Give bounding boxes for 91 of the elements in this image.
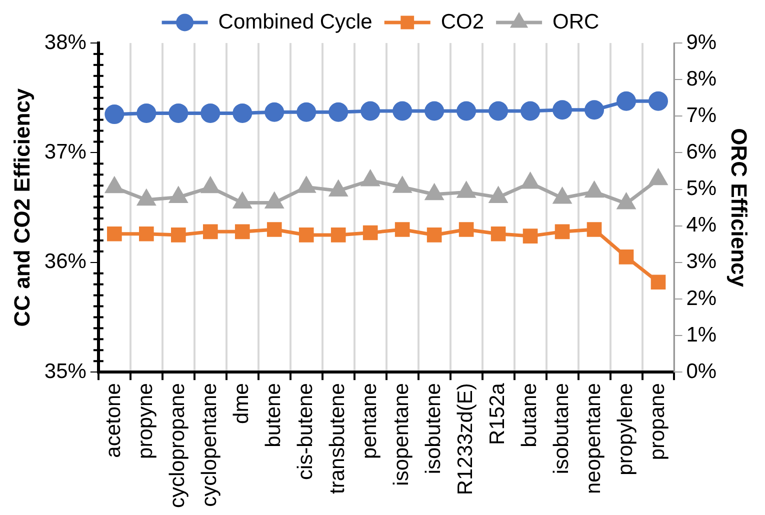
point bbox=[456, 101, 476, 121]
y2-tick-label: 7% bbox=[686, 104, 717, 127]
point bbox=[426, 184, 444, 200]
point bbox=[234, 224, 250, 240]
y-tick-label: 36% bbox=[44, 250, 86, 274]
point bbox=[360, 101, 380, 121]
y2-tick-label: 1% bbox=[686, 323, 717, 346]
x-tick-label: pentane bbox=[358, 383, 382, 460]
point bbox=[552, 100, 572, 120]
x-tick-label: isobutene bbox=[422, 383, 446, 474]
point bbox=[362, 170, 380, 186]
point bbox=[394, 177, 412, 193]
y2-tick-label: 4% bbox=[686, 214, 717, 237]
x-tick-label: neopentane bbox=[582, 383, 606, 494]
point bbox=[328, 102, 348, 122]
legend-label: ORC bbox=[552, 10, 600, 34]
point bbox=[232, 103, 252, 123]
point bbox=[362, 225, 378, 240]
point bbox=[330, 228, 346, 242]
x-tick-label: cis-butene bbox=[294, 383, 318, 480]
point bbox=[458, 222, 474, 237]
point bbox=[392, 101, 412, 121]
point bbox=[584, 100, 604, 120]
point bbox=[426, 228, 442, 242]
point bbox=[522, 228, 538, 244]
point bbox=[107, 226, 122, 242]
y-tick-label: 38% bbox=[44, 30, 86, 54]
point bbox=[650, 170, 667, 186]
point bbox=[200, 103, 220, 123]
point bbox=[490, 188, 507, 204]
point bbox=[650, 274, 666, 290]
x-tick-label: propylene bbox=[614, 383, 638, 476]
y2-tick-label: 2% bbox=[686, 286, 717, 310]
point bbox=[139, 226, 154, 242]
y2-axis-title: ORC Efficiency bbox=[726, 128, 752, 288]
point bbox=[586, 222, 602, 237]
y2-tick-label: 8% bbox=[686, 67, 717, 90]
point bbox=[234, 193, 252, 209]
point bbox=[266, 222, 282, 237]
point bbox=[298, 228, 314, 242]
y2-tick-label: 6% bbox=[686, 140, 717, 164]
point bbox=[168, 103, 188, 123]
point bbox=[520, 101, 540, 121]
x-tick-label: isobutane bbox=[550, 383, 574, 474]
point bbox=[202, 178, 220, 194]
x-tick-label: dme bbox=[230, 383, 254, 424]
point bbox=[522, 173, 539, 189]
point bbox=[104, 104, 124, 124]
x-tick-label: acetone bbox=[102, 383, 126, 458]
y2-tick-label: 5% bbox=[686, 177, 717, 200]
point bbox=[424, 101, 444, 121]
y-axis-title: CC and CO2 Efficiency bbox=[9, 88, 34, 327]
point bbox=[138, 190, 156, 206]
x-tick-label: propane bbox=[646, 383, 670, 460]
point bbox=[136, 103, 156, 123]
point bbox=[616, 91, 636, 111]
point bbox=[488, 101, 508, 121]
x-tick-label: propyne bbox=[134, 383, 158, 459]
point bbox=[554, 188, 571, 204]
x-tick-label: transbutene bbox=[326, 383, 350, 494]
point bbox=[296, 102, 316, 122]
point bbox=[106, 178, 124, 194]
y2-tick-label: 0% bbox=[686, 360, 717, 383]
x-tick-label: R152a bbox=[486, 382, 510, 445]
y2-tick-label: 9% bbox=[686, 30, 717, 54]
point bbox=[458, 182, 475, 198]
point bbox=[394, 222, 410, 237]
legend-label: Combined Cycle bbox=[218, 10, 372, 34]
x-tick-label: butane bbox=[518, 383, 542, 448]
y-tick-label: 37% bbox=[44, 140, 86, 164]
point bbox=[298, 177, 316, 193]
point bbox=[264, 102, 284, 122]
point bbox=[170, 188, 188, 204]
point bbox=[266, 193, 284, 209]
x-tick-label: cyclopropane bbox=[166, 383, 190, 508]
point bbox=[618, 250, 634, 264]
point bbox=[171, 228, 186, 242]
y2-tick-label: 3% bbox=[686, 250, 717, 274]
point bbox=[330, 180, 348, 196]
x-tick-label: isopentane bbox=[390, 383, 414, 486]
point bbox=[490, 226, 506, 242]
legend-label: CO2 bbox=[440, 10, 484, 34]
point bbox=[586, 182, 603, 198]
point bbox=[202, 224, 218, 240]
x-tick-label: butene bbox=[262, 383, 286, 448]
y-tick-label: 35% bbox=[44, 360, 86, 383]
point bbox=[554, 224, 570, 240]
x-tick-label: cyclopentane bbox=[198, 383, 222, 507]
point bbox=[648, 91, 668, 111]
x-tick-label: R1233zd(E) bbox=[454, 383, 478, 496]
point bbox=[618, 194, 635, 210]
